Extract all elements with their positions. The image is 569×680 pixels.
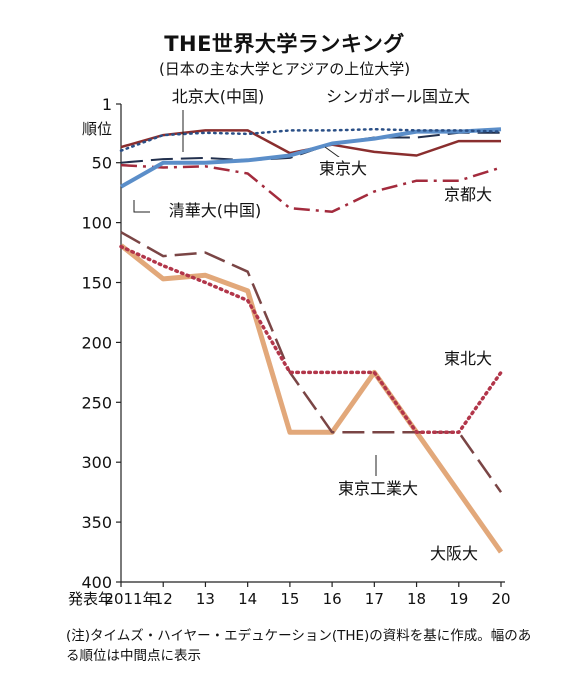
y-tick-label: 150 [81,274,112,293]
x-tick-label: 16 [323,590,342,608]
x-tick-label: 12 [154,590,173,608]
annotation-bg [158,85,278,107]
y-tick-label: 100 [81,214,112,233]
series-line-7 [119,243,504,554]
x-tick-label: 17 [365,590,384,608]
annotation-bg [334,477,422,499]
x-tick-label: 15 [280,590,299,608]
annotation-bg [440,183,496,205]
annotation-bg [322,85,474,107]
series-label-2: 東京大 [319,159,367,178]
x-tick-label: 13 [196,590,215,608]
series-label-6: 東京工業大 [338,479,418,498]
chart-title: THE世界大学ランキング [164,32,405,56]
series-line-5 [119,244,503,435]
series-label-0: 北京大(中国) [172,87,265,106]
y-tick-label: 250 [81,393,112,412]
x-tick-label: 14 [238,590,257,608]
x-tick-label: 19 [449,590,468,608]
y-tick-label: 50 [92,154,112,173]
x-axis-label: 発表年 [68,590,113,608]
annotation-bg [440,347,496,369]
series-line-3 [120,127,502,189]
series-label-7: 大阪大 [430,544,478,563]
y-tick-label: 200 [81,333,112,352]
series-label-1: シンガポール国立大 [326,87,470,106]
annotation-bg [315,157,371,179]
annotation-bg [426,542,482,564]
annotation-bg [155,199,275,221]
series-label-4: 京都大 [444,185,492,204]
y-tick-label: 400 [81,573,112,592]
x-tick-label: 18 [407,590,426,608]
footnote: (注)タイムズ・ハイヤー・エデュケーション(THE)の資料を基に作成。幅のある順… [66,628,532,664]
chart-subtitle: (日本の主な大学とアジアの上位大学) [158,60,411,78]
series-label-5: 東北大 [444,349,492,368]
annotation-leader [133,200,150,213]
y-axis-label: 順位 [82,120,112,138]
series-line-4 [120,163,502,214]
series-line-6 [120,231,503,493]
x-tick-label: 20 [491,590,510,608]
y-tick-label: 300 [81,453,112,472]
series-label-3: 清華大(中国) [169,201,262,220]
y-tick-label: 1 [102,95,112,114]
x-tick-label: 2011年 [104,590,157,608]
series-line-1 [119,127,503,152]
y-tick-label: 350 [81,513,112,532]
